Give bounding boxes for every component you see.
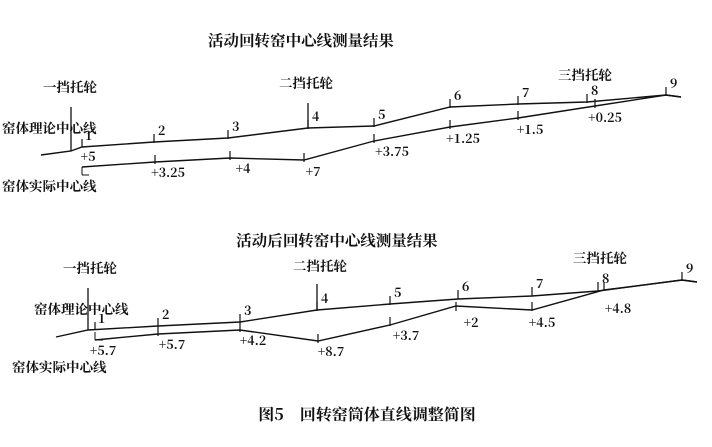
svg-text:一挡托轮: 一挡托轮 xyxy=(63,257,117,277)
svg-text:+3.7: +3.7 xyxy=(393,326,419,344)
svg-text:8: 8 xyxy=(591,81,598,99)
svg-text:2: 2 xyxy=(162,305,169,323)
svg-text:4: 4 xyxy=(312,107,320,125)
svg-text:二挡托轮: 二挡托轮 xyxy=(293,255,347,275)
svg-text:6: 6 xyxy=(462,277,469,295)
svg-text:+3.25: +3.25 xyxy=(151,163,185,181)
svg-text:+4.2: +4.2 xyxy=(240,331,266,349)
svg-text:+1.25: +1.25 xyxy=(446,129,480,147)
svg-text:二挡托轮: 二挡托轮 xyxy=(279,72,333,92)
svg-text:图5 回转窑筒体直线调整简图: 图5 回转窑筒体直线调整简图 xyxy=(258,402,476,425)
svg-text:+4: +4 xyxy=(236,159,252,177)
svg-text:+0.25: +0.25 xyxy=(588,108,622,126)
svg-text:7: 7 xyxy=(536,274,543,292)
svg-text:7: 7 xyxy=(522,83,529,101)
svg-text:+5: +5 xyxy=(81,147,96,165)
svg-text:三挡托轮: 三挡托轮 xyxy=(573,247,627,267)
svg-text:+8.7: +8.7 xyxy=(318,342,344,360)
svg-text:三挡托轮: 三挡托轮 xyxy=(558,64,612,84)
svg-text:+2: +2 xyxy=(464,313,479,331)
svg-text:窑体实际中心线: 窑体实际中心线 xyxy=(12,356,107,376)
svg-text:窑体理论中心线: 窑体理论中心线 xyxy=(34,298,129,318)
svg-text:5: 5 xyxy=(394,283,401,301)
svg-text:+1.5: +1.5 xyxy=(517,120,543,138)
svg-text:1: 1 xyxy=(98,309,105,327)
svg-text:窑体理论中心线: 窑体理论中心线 xyxy=(2,117,97,137)
svg-text:6: 6 xyxy=(454,86,461,104)
svg-text:+5.7: +5.7 xyxy=(159,335,185,353)
svg-text:+3.75: +3.75 xyxy=(375,142,409,160)
svg-text:+4.5: +4.5 xyxy=(529,313,555,331)
svg-text:4: 4 xyxy=(321,289,329,307)
svg-text:3: 3 xyxy=(244,301,251,319)
svg-text:5: 5 xyxy=(378,105,385,123)
svg-text:+5.7: +5.7 xyxy=(90,341,116,359)
svg-text:+4.8: +4.8 xyxy=(605,299,631,317)
svg-text:9: 9 xyxy=(686,259,693,277)
svg-text:8: 8 xyxy=(602,269,609,287)
svg-text:3: 3 xyxy=(232,117,239,135)
svg-text:一挡托轮: 一挡托轮 xyxy=(43,76,97,96)
svg-text:窑体实际中心线: 窑体实际中心线 xyxy=(2,175,97,195)
svg-text:1: 1 xyxy=(85,126,92,144)
svg-text:+7: +7 xyxy=(306,162,321,180)
svg-text:9: 9 xyxy=(670,74,677,92)
svg-text:活动后回转窑中心线测量结果: 活动后回转窑中心线测量结果 xyxy=(236,229,438,251)
svg-text:2: 2 xyxy=(158,121,165,139)
svg-text:活动回转窑中心线测量结果: 活动回转窑中心线测量结果 xyxy=(208,29,394,51)
